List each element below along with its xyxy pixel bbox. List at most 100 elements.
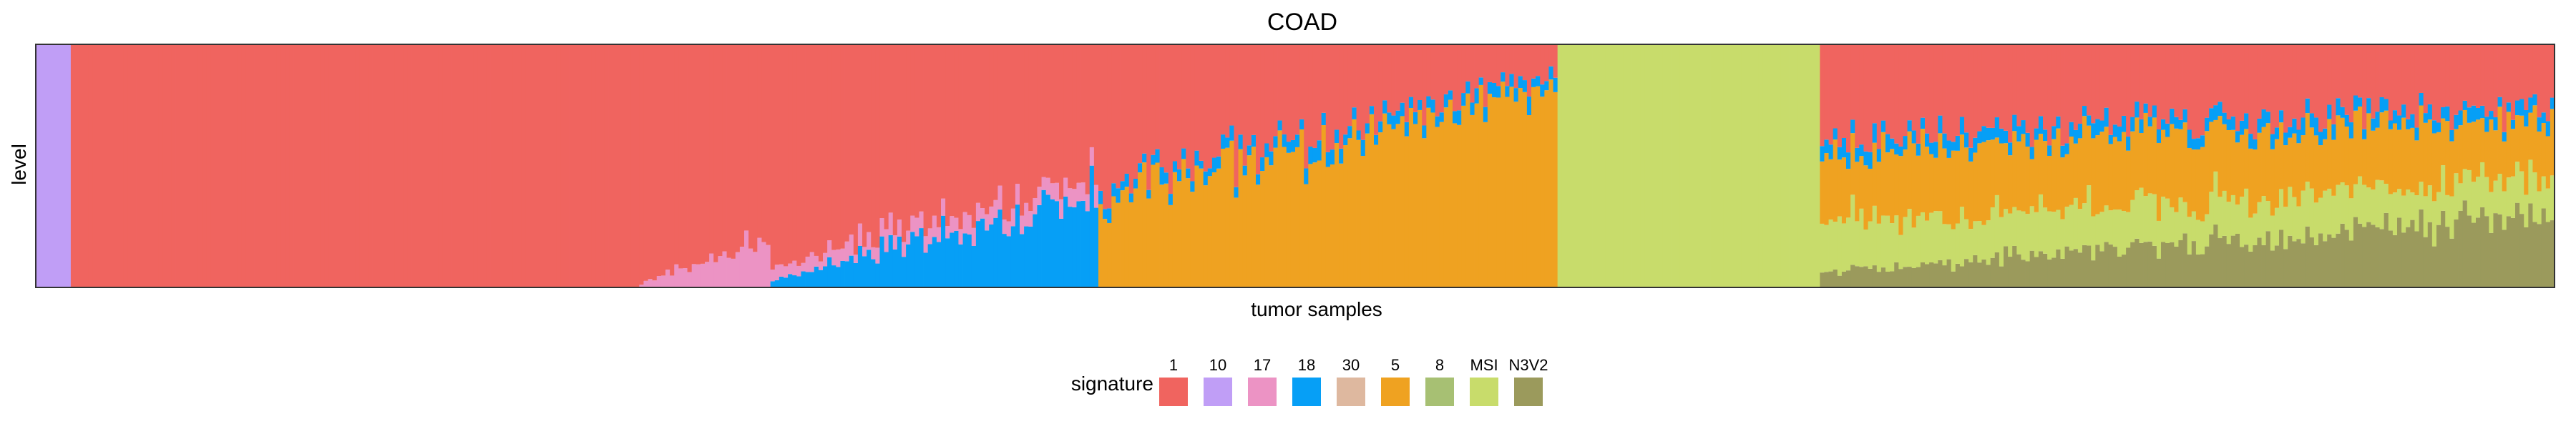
bar-segment-5 [2292, 133, 2297, 197]
bar-segment-1 [293, 44, 299, 287]
bar-segment-1 [1994, 44, 2000, 118]
bar-segment-1 [1002, 44, 1008, 220]
bar-segment-1 [2021, 44, 2026, 121]
bar-segment-18 [814, 266, 819, 287]
legend-swatch-30 [1337, 378, 1365, 406]
bar-segment-1 [814, 44, 819, 256]
bar-segment-18 [2327, 104, 2332, 119]
bar-segment-1 [2532, 44, 2537, 94]
bar-segment-1 [552, 44, 557, 287]
bar-segment-1 [2195, 44, 2201, 139]
bar-segment-5 [2497, 107, 2503, 174]
bar-segment-1 [2257, 44, 2262, 119]
bar-segment-5 [2388, 129, 2394, 194]
bar-segment-5 [2410, 127, 2415, 193]
bar-segment-N3V2 [2139, 242, 2144, 287]
bar-segment-1 [1177, 44, 1182, 169]
bar-segment-18 [2051, 126, 2057, 139]
bar-segment-1 [302, 44, 308, 287]
bar-segment-N3V2 [2436, 225, 2441, 287]
bar-segment-5 [1898, 156, 1903, 235]
bar-segment-N3V2 [2519, 214, 2524, 287]
bar-segment-N3V2 [2117, 257, 2122, 287]
bar-segment-1 [2436, 44, 2441, 123]
bar-segment-N3V2 [2178, 240, 2183, 287]
bar-segment-MSI [1898, 235, 1903, 270]
bar-segment-N3V2 [2431, 246, 2437, 287]
bar-segment-MSI [2454, 173, 2459, 220]
bar-segment-N3V2 [2008, 257, 2013, 287]
bar-segment-18 [1920, 117, 1926, 129]
bar-segment-5 [2012, 131, 2017, 207]
bar-segment-1 [1820, 44, 1825, 147]
bar-segment-MSI [1911, 227, 1917, 268]
bar-segment-17 [844, 241, 850, 262]
bar-segment-1 [975, 44, 981, 203]
bar-segment-N3V2 [2323, 241, 2328, 287]
bar-segment-5 [2038, 134, 2044, 194]
bar-segment-1 [569, 44, 575, 287]
bar-segment-18 [1260, 157, 1265, 172]
bar-segment-18 [2493, 117, 2498, 131]
bar-segment-N3V2 [2476, 217, 2481, 287]
bar-segment-MSI [1938, 211, 1943, 260]
bar-segment-18 [1151, 154, 1156, 165]
bar-segment-1 [341, 44, 347, 287]
bar-segment-MSI [2135, 190, 2140, 239]
bar-segment-5 [2270, 149, 2275, 216]
bar-segment-MSI [1776, 44, 1781, 287]
bar-segment-18 [958, 244, 963, 287]
bar-segment-18 [1435, 116, 1440, 127]
bar-segment-1 [530, 44, 535, 287]
bar-segment-N3V2 [1964, 259, 1969, 287]
bar-segment-18 [2476, 107, 2481, 120]
bar-segment-5 [2489, 119, 2494, 192]
bar-segment-1 [2029, 44, 2035, 147]
bar-segment-5 [1439, 122, 1445, 287]
bar-segment-1 [132, 44, 137, 287]
bar-segment-17 [678, 268, 683, 287]
bar-segment-5 [1378, 132, 1383, 287]
bar-segment-1 [954, 44, 959, 218]
bar-segment-5 [1522, 92, 1528, 288]
bar-segment-MSI [1614, 44, 1619, 287]
bar-segment-1 [525, 44, 530, 287]
bar-segment-5 [1418, 109, 1423, 287]
bar-segment-18 [2056, 116, 2061, 129]
plot-area [36, 44, 2555, 288]
bar-segment-5 [1876, 162, 1882, 224]
bar-segment-MSI [2519, 171, 2524, 214]
bar-segment-18 [2008, 142, 2013, 156]
bar-segment-N3V2 [2406, 227, 2411, 287]
bar-segment-18 [2292, 118, 2297, 134]
bar-segment-18 [2537, 117, 2542, 132]
bar-segment-5 [2230, 129, 2236, 195]
bar-segment-17 [643, 280, 648, 287]
bar-segment-5 [1478, 84, 1484, 288]
bar-segment-17 [1054, 182, 1060, 202]
bar-segment-1 [1408, 44, 1414, 97]
bar-segment-5 [2313, 135, 2319, 203]
bar-segment-N3V2 [2414, 231, 2419, 287]
bar-segment-1 [2139, 44, 2144, 119]
bar-segment-18 [1404, 122, 1410, 137]
bar-segment-1 [713, 44, 718, 262]
bar-segment-MSI [2313, 202, 2319, 245]
bar-segment-5 [1251, 147, 1257, 287]
bar-segment-18 [2038, 116, 2044, 134]
bar-segment-18 [1426, 96, 1431, 108]
bar-segment-N3V2 [2108, 244, 2114, 287]
bar-segment-1 [792, 44, 797, 261]
bar-segment-MSI [2283, 207, 2288, 250]
bar-segment-1 [320, 44, 325, 287]
bar-segment-1 [2515, 44, 2520, 101]
bar-segment-MSI [1758, 44, 1764, 287]
bar-segment-MSI [1850, 194, 1855, 265]
bar-segment-18 [862, 256, 867, 287]
bar-segment-18 [1308, 147, 1313, 164]
bar-segment-N3V2 [2318, 233, 2323, 287]
bar-segment-17 [958, 229, 963, 245]
bar-segment-1 [2025, 44, 2031, 133]
bar-segment-18 [1378, 121, 1383, 133]
bar-segment-1 [2218, 44, 2223, 102]
